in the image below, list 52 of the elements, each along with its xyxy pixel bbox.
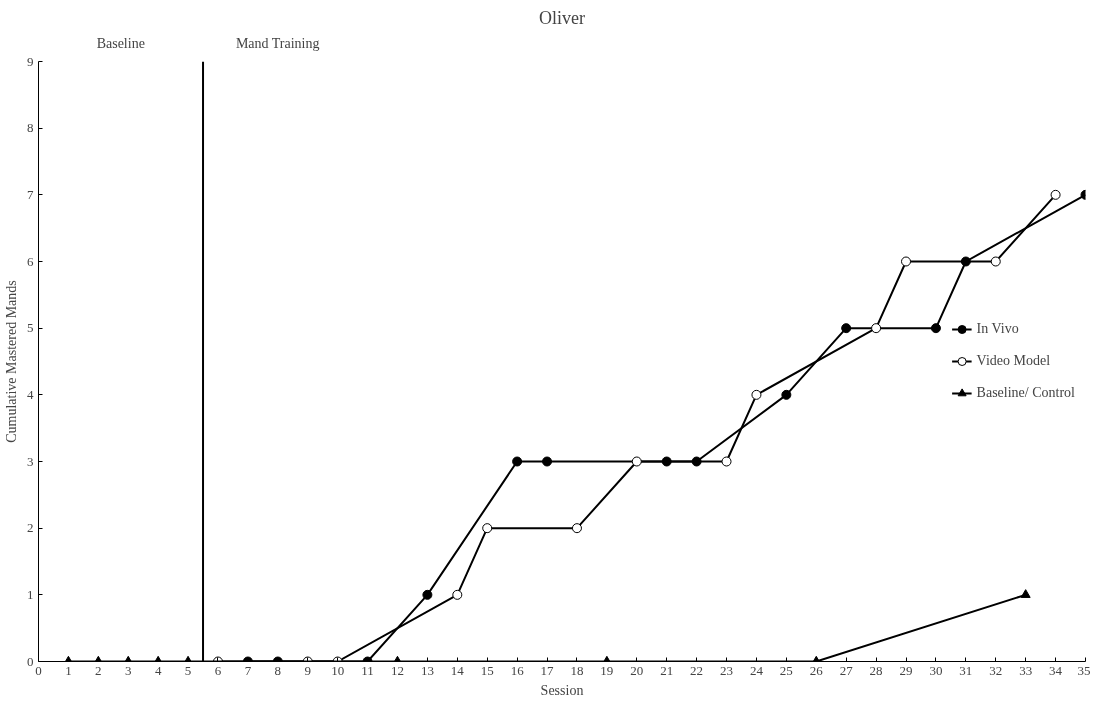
x-tick-label: 2	[95, 662, 102, 678]
legend-label: In Vivo	[976, 321, 1019, 337]
x-tick-label: 4	[154, 662, 162, 678]
chart-title: Oliver	[539, 7, 585, 28]
x-tick-label: 35	[1077, 662, 1091, 678]
x-tick-label: 26	[809, 662, 824, 678]
x-tick-label: 33	[1019, 662, 1033, 678]
x-tick-label: 5	[184, 662, 192, 678]
x-tick-label: 27	[839, 662, 854, 678]
y-axis-title: Cumulative Mastered Mands	[4, 280, 19, 443]
x-tick-label: 13	[420, 662, 434, 678]
x-tick-label: 34	[1049, 662, 1063, 678]
x-tick-label: 30	[929, 662, 943, 678]
legend-label: Video Model	[976, 353, 1051, 369]
legend-label: Baseline/ Control	[976, 385, 1075, 401]
x-tick-label: 24	[749, 662, 764, 678]
y-tick-label: 1	[27, 586, 34, 602]
x-tick-label: 3	[124, 662, 132, 678]
y-tick-label: 9	[27, 53, 34, 69]
x-tick-label: 20	[630, 662, 644, 678]
y-tick-label: 7	[27, 186, 34, 202]
x-tick-label: 8	[274, 662, 282, 678]
x-tick-label: 32	[989, 662, 1003, 678]
text: Baseline	[96, 35, 145, 51]
x-tick-label: 22	[690, 662, 704, 678]
y-tick-label: 8	[27, 120, 34, 136]
x-tick-label: 14	[450, 662, 465, 678]
x-tick-label: 15	[480, 662, 494, 678]
x-tick-label: 10	[331, 662, 345, 678]
x-tick-label: 6	[214, 662, 222, 678]
x-tick-label: 31	[959, 662, 973, 678]
x-tick-label: 29	[899, 662, 913, 678]
x-tick-label: 1	[65, 662, 72, 678]
y-tick-label: 3	[27, 453, 34, 469]
y-tick-label: 4	[27, 386, 34, 402]
x-tick-label: 21	[660, 662, 674, 678]
x-tick-label: 9	[304, 662, 311, 678]
y-tick-label: 2	[27, 520, 34, 536]
x-tick-label: 17	[540, 662, 555, 678]
x-axis-title: Session	[540, 682, 584, 698]
y-tick-label: 6	[27, 253, 34, 269]
x-tick-label: 25	[779, 662, 793, 678]
x-tick-label: 28	[869, 662, 883, 678]
x-tick-label: 18	[570, 662, 584, 678]
y-tick-label: 5	[27, 320, 34, 336]
x-tick-label: 11	[361, 662, 374, 678]
x-tick-label: 12	[390, 662, 404, 678]
x-tick-label: 19	[600, 662, 614, 678]
x-tick-label: 23	[720, 662, 734, 678]
x-tick-label: 16	[510, 662, 525, 678]
x-tick-label: 7	[244, 662, 252, 678]
text: Mand Training	[235, 35, 320, 51]
